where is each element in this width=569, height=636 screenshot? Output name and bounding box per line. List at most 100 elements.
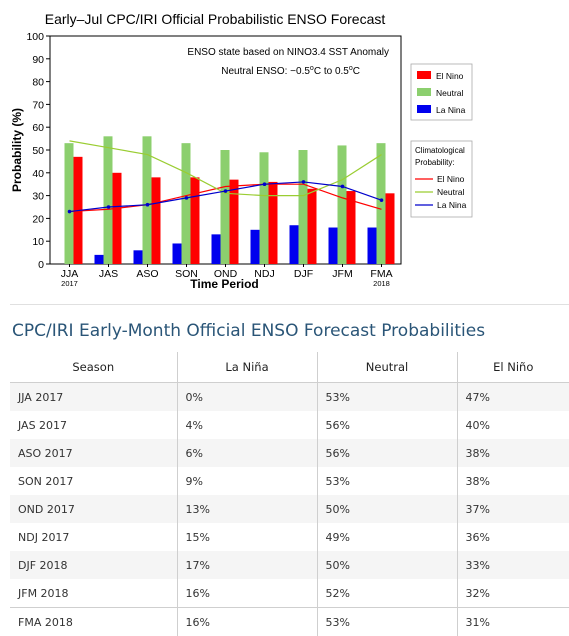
la-nina-cell: 13% — [177, 495, 317, 523]
column-header-el-nino: El Niño — [457, 352, 569, 383]
el-nino-cell: 33% — [457, 551, 569, 579]
neutral-cell: 53% — [317, 383, 457, 412]
climatology-point-la-nina — [380, 198, 384, 202]
climatology-point-la-nina — [302, 180, 306, 184]
climatology-legend-label: La Nina — [437, 200, 467, 210]
el-nino-cell: 40% — [457, 411, 569, 439]
legend-label: El Nino — [436, 71, 464, 81]
y-tick-label: 20 — [32, 213, 44, 225]
x-axis-label: Time Period — [190, 277, 258, 291]
season-cell: JFM 2018 — [10, 579, 177, 608]
bar-la-nina — [251, 230, 260, 264]
season-cell: JAS 2017 — [10, 411, 177, 439]
y-tick-label: 10 — [32, 236, 44, 248]
el-nino-cell: 38% — [457, 439, 569, 467]
section-divider — [10, 304, 569, 305]
climatology-legend-title: Climatological — [415, 146, 465, 155]
bar-la-nina — [368, 228, 377, 264]
bar-neutral — [260, 152, 269, 264]
la-nina-cell: 17% — [177, 551, 317, 579]
neutral-cell: 50% — [317, 495, 457, 523]
climatology-point-la-nina — [263, 182, 267, 186]
bar-neutral — [299, 150, 308, 264]
bar-la-nina — [95, 255, 104, 264]
bar-la-nina — [329, 228, 338, 264]
el-nino-cell: 36% — [457, 523, 569, 551]
y-tick-label: 70 — [32, 99, 44, 111]
la-nina-cell: 9% — [177, 467, 317, 495]
x-tick-year: 2017 — [61, 279, 78, 288]
climatology-legend-subtitle: Probability: — [415, 158, 455, 167]
season-cell: JJA 2017 — [10, 383, 177, 412]
season-cell: FMA 2018 — [10, 608, 177, 636]
legend-label: La Nina — [436, 105, 466, 115]
bar-neutral — [104, 136, 113, 264]
la-nina-cell: 0% — [177, 383, 317, 412]
bar-el-nino — [386, 193, 395, 264]
annotation-part: Neutral ENSO: −0.5 — [221, 66, 310, 77]
el-nino-cell: 37% — [457, 495, 569, 523]
annotation-part: C to 0.5 — [314, 66, 349, 77]
bar-el-nino — [308, 189, 317, 264]
bar-el-nino — [191, 177, 200, 264]
y-tick-label: 90 — [32, 54, 44, 66]
neutral-cell: 52% — [317, 579, 457, 608]
neutral-cell: 56% — [317, 439, 457, 467]
season-cell: ASO 2017 — [10, 439, 177, 467]
bar-el-nino — [230, 180, 239, 264]
annotation-line-1: ENSO state based on NINO3.4 SST Anomaly — [187, 47, 389, 58]
climatology-point-la-nina — [185, 196, 189, 200]
bar-la-nina — [212, 234, 221, 264]
legend-swatch — [417, 105, 431, 113]
la-nina-cell: 16% — [177, 608, 317, 636]
season-cell: SON 2017 — [10, 467, 177, 495]
season-cell: DJF 2018 — [10, 551, 177, 579]
neutral-cell: 53% — [317, 467, 457, 495]
el-nino-cell: 38% — [457, 467, 569, 495]
y-tick-label: 60 — [32, 122, 44, 134]
la-nina-cell: 4% — [177, 411, 317, 439]
bar-la-nina — [173, 243, 182, 264]
chart-svg: Early–Jul CPC/IRI Official Probabilistic… — [0, 0, 569, 296]
climatology-point-la-nina — [341, 185, 345, 189]
neutral-cell: 50% — [317, 551, 457, 579]
y-tick-label: 50 — [32, 145, 44, 157]
el-nino-cell: 31% — [457, 608, 569, 636]
bar-neutral — [221, 150, 230, 264]
y-axis-label: Probability (%) — [10, 108, 24, 192]
bar-el-nino — [113, 173, 122, 264]
la-nina-cell: 16% — [177, 579, 317, 608]
y-tick-label: 100 — [26, 31, 44, 43]
x-tick-label: JFM — [332, 268, 352, 280]
legend-swatch — [417, 71, 431, 79]
climatology-point-la-nina — [146, 203, 150, 207]
table-heading: CPC/IRI Early-Month Official ENSO Foreca… — [12, 321, 485, 341]
neutral-cell: 49% — [317, 523, 457, 551]
annotation-part: C — [353, 66, 360, 77]
y-tick-label: 40 — [32, 168, 44, 180]
bar-el-nino — [269, 182, 278, 264]
neutral-cell: 53% — [317, 608, 457, 636]
bar-el-nino — [347, 191, 356, 264]
bar-el-nino — [152, 177, 161, 264]
column-header-season: Season — [10, 352, 177, 383]
legend-swatch — [417, 88, 431, 96]
climatology-legend-label: El Nino — [437, 174, 465, 184]
chart-title: Early–Jul CPC/IRI Official Probabilistic… — [45, 11, 386, 27]
column-header-la-nina: La Niña — [177, 352, 317, 383]
y-tick-label: 0 — [38, 259, 44, 271]
season-cell: NDJ 2017 — [10, 523, 177, 551]
bar-la-nina — [290, 225, 299, 264]
y-tick-label: 30 — [32, 191, 44, 203]
column-header-neutral: Neutral — [317, 352, 457, 383]
